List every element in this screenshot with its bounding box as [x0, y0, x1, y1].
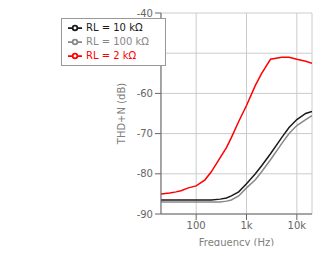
- svg-text:-40: -40: [137, 8, 153, 19]
- svg-text:10k: 10k: [288, 220, 307, 231]
- svg-text:-80: -80: [137, 168, 153, 179]
- svg-text:-90: -90: [137, 209, 153, 220]
- html-text:RL = 10 kΩ: RL = 10 kΩ: [86, 22, 143, 33]
- svg-text:-50: -50: [137, 48, 153, 59]
- html-text:RL = 2 kΩ: RL = 2 kΩ: [86, 50, 137, 61]
- svg-text:THD+N (dB): THD+N (dB): [116, 83, 127, 145]
- svg-text:100: 100: [187, 220, 206, 231]
- svg-text:Frequency (Hz): Frequency (Hz): [199, 237, 275, 246]
- svg-text:-70: -70: [137, 128, 153, 139]
- svg-text:-60: -60: [137, 88, 153, 99]
- svg-text:1k: 1k: [240, 220, 252, 231]
- html-text:RL = 100 kΩ: RL = 100 kΩ: [86, 36, 149, 47]
